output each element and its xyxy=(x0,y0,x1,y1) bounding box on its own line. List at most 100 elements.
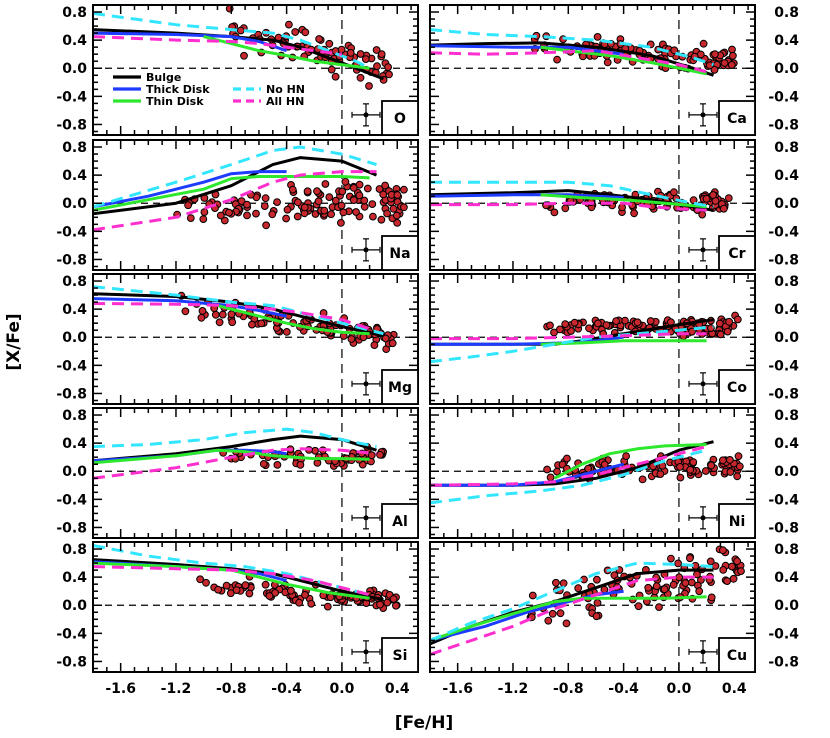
star-point xyxy=(356,73,365,82)
series-no-hn xyxy=(93,145,377,209)
star-point xyxy=(727,61,736,69)
star-point xyxy=(592,612,601,621)
star-point xyxy=(593,33,602,41)
star-point xyxy=(349,196,358,205)
star-point xyxy=(259,460,268,468)
star-point xyxy=(225,208,233,217)
star-point xyxy=(352,208,360,216)
star-point xyxy=(550,208,559,217)
series-all-hn xyxy=(430,445,707,487)
legend-label-thick-disk: Thick Disk xyxy=(146,83,210,96)
panel-co: 0.8 0.4 0.0 -0.4 -0.8 Co xyxy=(429,273,799,405)
star-point xyxy=(307,599,316,608)
series-no-hn xyxy=(430,180,714,209)
star-point xyxy=(220,216,229,225)
x-tick-label: 0.0 xyxy=(667,681,692,697)
star-point xyxy=(202,578,210,587)
star-point xyxy=(723,327,732,336)
plot-area xyxy=(93,5,393,90)
star-point xyxy=(337,201,346,210)
star-point xyxy=(262,221,271,230)
star-point xyxy=(260,202,269,211)
star-point xyxy=(728,45,736,54)
star-point xyxy=(652,582,661,591)
star-point xyxy=(553,467,561,476)
star-point xyxy=(337,219,345,227)
y-tick-label: -0.8 xyxy=(768,520,799,536)
star-point xyxy=(669,580,678,589)
y-tick-label: -0.4 xyxy=(768,89,799,105)
star-point xyxy=(349,184,358,192)
element-label-box xyxy=(381,637,419,673)
star-point xyxy=(282,328,291,336)
star-point xyxy=(356,50,365,58)
error-bar-point xyxy=(363,381,369,387)
legend-label-all-hn: All HN xyxy=(266,95,304,108)
panel-frame xyxy=(92,273,419,405)
star-point xyxy=(676,463,684,471)
element-label: Mg xyxy=(388,380,412,396)
panel-ni: 0.8 0.4 0.0 -0.4 -0.8 Ni xyxy=(429,407,799,539)
series-thin-disk xyxy=(93,448,370,465)
y-tick-label: 0.0 xyxy=(774,330,799,346)
x-tick-label: -0.4 xyxy=(271,681,302,697)
plot-area xyxy=(430,180,733,219)
star-point xyxy=(257,319,266,328)
y-tick-label: 0.4 xyxy=(62,33,87,49)
star-point xyxy=(198,307,207,315)
panel-frame xyxy=(92,541,419,673)
star-point xyxy=(644,583,653,592)
y-tick-label: 0.8 xyxy=(774,140,799,156)
element-label: O xyxy=(394,111,406,127)
y-tick-label: 0.0 xyxy=(774,464,799,480)
star-point xyxy=(543,465,551,474)
star-point xyxy=(385,70,393,79)
star-point xyxy=(241,581,250,590)
star-point xyxy=(633,318,642,327)
star-point xyxy=(706,557,715,566)
star-point xyxy=(733,472,742,481)
series-thick-disk xyxy=(93,170,287,209)
y-tick-label: -0.8 xyxy=(56,252,87,268)
star-point xyxy=(355,191,364,200)
series-thin-disk xyxy=(217,304,370,336)
series-all-hn xyxy=(430,49,707,74)
star-point xyxy=(734,452,743,461)
star-point xyxy=(314,197,323,206)
star-point xyxy=(701,467,710,475)
star-point xyxy=(707,593,716,602)
star-point xyxy=(268,210,277,219)
y-tick-label: 0.8 xyxy=(62,274,87,290)
star-point xyxy=(338,187,347,196)
series-all-hn xyxy=(430,575,714,656)
panel-frame xyxy=(92,4,419,136)
star-point xyxy=(218,310,227,319)
star-point xyxy=(326,593,335,602)
y-tick-label: 0.8 xyxy=(62,408,87,424)
element-label: Al xyxy=(392,514,408,530)
star-point xyxy=(710,65,719,74)
star-point xyxy=(389,204,398,213)
star-point xyxy=(181,307,190,316)
star-point xyxy=(550,328,558,337)
star-point xyxy=(674,559,682,568)
star-point xyxy=(556,609,565,618)
panel-frame xyxy=(92,407,419,539)
y-tick-label: 0.4 xyxy=(774,168,799,184)
star-point xyxy=(294,198,302,207)
star-point xyxy=(729,51,737,60)
y-axis-label: [X/Fe] xyxy=(4,313,24,370)
star-point xyxy=(325,39,334,48)
series-thin-disk xyxy=(540,45,707,76)
star-point xyxy=(291,28,300,36)
y-tick-label: 0.8 xyxy=(62,542,87,558)
x-tick-label: -1.2 xyxy=(161,681,192,697)
y-tick-label: 0.8 xyxy=(774,5,799,21)
star-point xyxy=(315,35,324,43)
star-point xyxy=(400,203,408,212)
star-point xyxy=(367,451,376,460)
error-bar-point xyxy=(700,112,706,118)
y-tick-label: 0.4 xyxy=(774,33,799,49)
star-point xyxy=(372,46,381,54)
